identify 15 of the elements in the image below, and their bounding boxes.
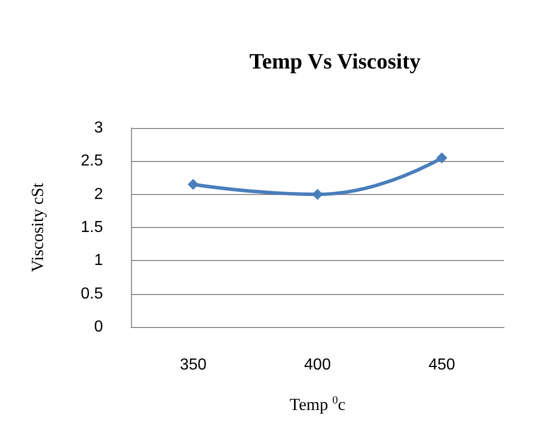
point bbox=[436, 152, 448, 164]
point bbox=[312, 188, 323, 200]
chart-title: Temp Vs Viscosity bbox=[249, 48, 421, 74]
x-tick-label: 400 bbox=[304, 356, 331, 374]
y-tick-label: 3 bbox=[94, 120, 104, 136]
y-tick-label: 0 bbox=[94, 318, 104, 336]
x-tick-label: 450 bbox=[428, 356, 456, 374]
y-tick-label: 2 bbox=[94, 186, 104, 203]
y-tick-label: 0.5 bbox=[80, 285, 104, 302]
y-axis-title: Viscosity cSt bbox=[28, 182, 47, 272]
y-tick-label: 1.5 bbox=[80, 219, 104, 236]
y-tick-label: 2.5 bbox=[80, 152, 104, 170]
y-tick-label: 1 bbox=[94, 252, 104, 270]
point bbox=[188, 178, 199, 190]
x-tick-label: 350 bbox=[180, 356, 207, 374]
